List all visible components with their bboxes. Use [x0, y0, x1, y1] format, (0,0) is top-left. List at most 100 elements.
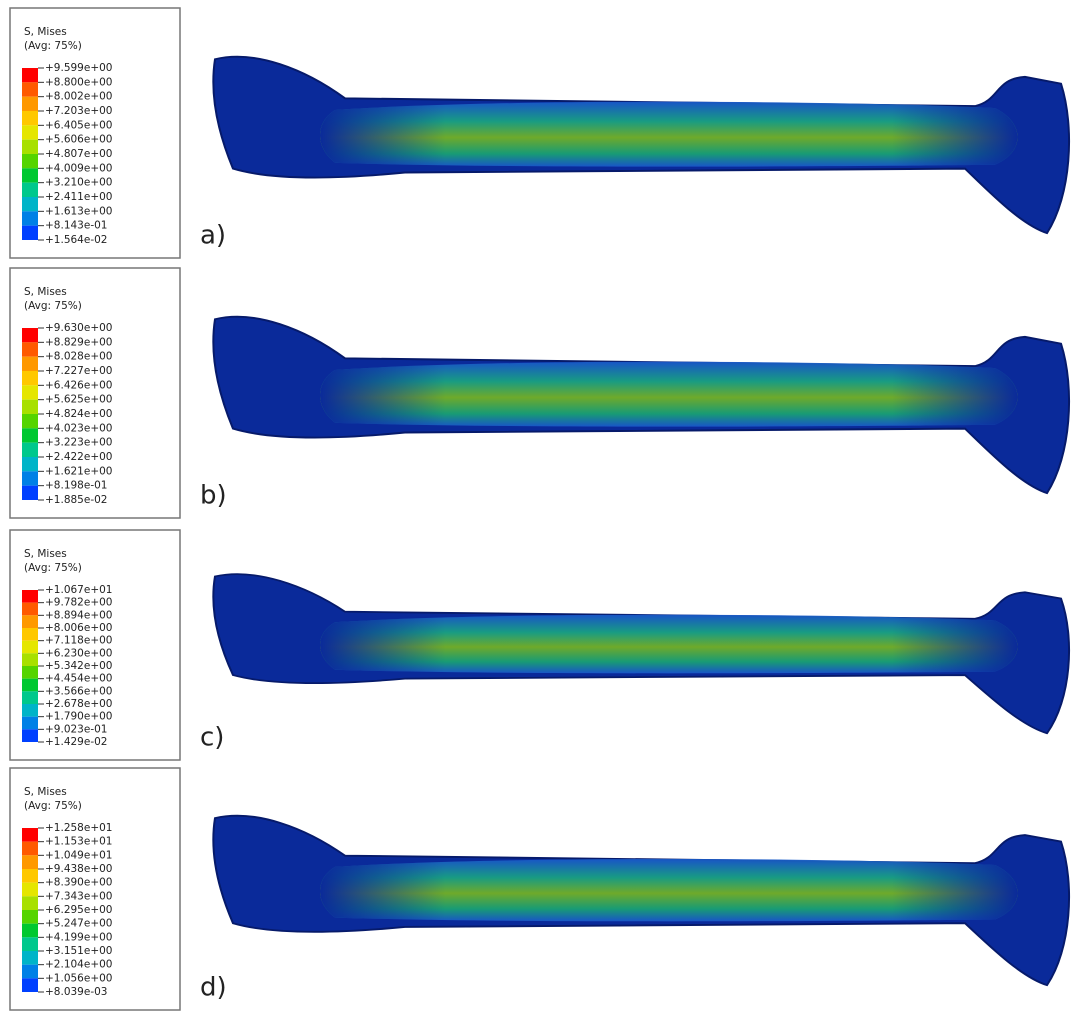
legend-swatch: [22, 704, 38, 717]
legend-label: +1.049e+01: [45, 849, 112, 861]
legend-label: +9.438e+00: [45, 863, 112, 875]
legend-swatch: [22, 869, 38, 883]
legend-label: +1.885e-02: [45, 494, 107, 506]
legend-swatch: [22, 371, 38, 385]
legend-label: +8.143e-01: [45, 220, 107, 232]
legend-swatch: [22, 603, 38, 616]
legend-swatch: [22, 965, 38, 979]
legend-swatch: [22, 729, 38, 742]
legend-label: +8.800e+00: [45, 76, 112, 88]
legend-swatch: [22, 910, 38, 924]
legend-label: +1.621e+00: [45, 465, 112, 477]
legend-label: +8.390e+00: [45, 877, 112, 889]
panel-label: c): [200, 723, 224, 753]
legend-label: +1.258e+01: [45, 822, 112, 834]
legend-swatch: [22, 154, 38, 168]
legend-title: S, Mises: [24, 786, 67, 798]
bone-model: [213, 317, 1069, 493]
legend-label: +8.829e+00: [45, 336, 112, 348]
legend-swatch: [22, 937, 38, 951]
legend-swatch: [22, 342, 38, 356]
legend-label: +3.223e+00: [45, 437, 112, 449]
legend-swatch: [22, 211, 38, 225]
legend-swatch: [22, 896, 38, 910]
legend-swatch: [22, 414, 38, 428]
legend-label: +6.295e+00: [45, 904, 112, 916]
legend-swatch: [22, 842, 38, 856]
panel-label: d): [200, 973, 227, 1003]
legend-swatch: [22, 111, 38, 125]
bone-model: [213, 57, 1069, 233]
legend-label: +2.678e+00: [45, 698, 112, 710]
legend-swatch: [22, 978, 38, 992]
legend-label: +8.028e+00: [45, 351, 112, 363]
legend-label: +7.227e+00: [45, 365, 112, 377]
stress-fade: [320, 859, 1018, 921]
legend-title: S, Mises: [24, 548, 67, 560]
legend-label: +5.247e+00: [45, 918, 112, 930]
legend-swatch: [22, 97, 38, 111]
legend-subtitle: (Avg: 75%): [24, 40, 82, 52]
legend-label: +2.411e+00: [45, 191, 112, 203]
panel-label: a): [200, 221, 226, 251]
legend-label: +3.210e+00: [45, 177, 112, 189]
stress-fade: [320, 102, 1018, 167]
legend-label: +3.566e+00: [45, 685, 112, 697]
legend-label: +1.613e+00: [45, 205, 112, 217]
legend-label: +6.426e+00: [45, 379, 112, 391]
stress-fade: [320, 615, 1018, 674]
panel: S, Mises(Avg: 75%)+9.599e+00+8.800e+00+8…: [10, 8, 1069, 258]
panel: S, Mises (Avg: 75%) +1.067e+01+9.782e+00 +8…: [10, 530, 1069, 760]
legend-label: +5.342e+00: [45, 660, 112, 672]
legend-swatch: [22, 197, 38, 211]
legend-label: +9.782e+00: [45, 597, 112, 609]
legend-swatch: [22, 125, 38, 139]
legend-label: +1.067e+01: [45, 584, 112, 596]
legend-label: +3.151e+00: [45, 945, 112, 957]
legend-swatch: [22, 615, 38, 628]
legend-swatch: [22, 428, 38, 442]
legend-swatch: [22, 883, 38, 897]
legend-swatch: [22, 226, 38, 240]
legend-label: +1.790e+00: [45, 711, 112, 723]
legend-swatch: [22, 328, 38, 342]
legend-swatch: [22, 628, 38, 641]
legend-swatch: [22, 385, 38, 399]
legend-label: +8.002e+00: [45, 91, 112, 103]
legend-swatch: [22, 82, 38, 96]
legend-swatch: [22, 183, 38, 197]
legend-swatch: [22, 691, 38, 704]
legend-subtitle: (Avg: 75%): [24, 300, 82, 312]
legend-label: +6.405e+00: [45, 119, 112, 131]
legend-label: +1.153e+01: [45, 836, 112, 848]
legend-label: +2.104e+00: [45, 959, 112, 971]
legend-swatch: [22, 679, 38, 692]
panel-label: b): [200, 481, 227, 511]
legend-label: +4.009e+00: [45, 162, 112, 174]
legend-label: +4.199e+00: [45, 931, 112, 943]
legend-swatch: [22, 457, 38, 471]
legend-swatch: [22, 828, 38, 842]
legend-swatch: [22, 168, 38, 182]
legend-swatch: [22, 924, 38, 938]
legend-subtitle: (Avg: 75%): [24, 800, 82, 812]
bone-model: [213, 816, 1069, 985]
legend-label: +9.599e+00: [45, 62, 112, 74]
legend-label: +4.454e+00: [45, 673, 112, 685]
legend-swatch: [22, 140, 38, 154]
bone-model: [213, 574, 1069, 733]
legend-label: +6.230e+00: [45, 647, 112, 659]
legend-label: +5.606e+00: [45, 134, 112, 146]
legend-subtitle: (Avg: 75%): [24, 562, 82, 574]
panel: S, Mises (Avg: 75%) +1.258e+01 +1.153e+01+1…: [10, 768, 1069, 1010]
figure: S, Mises (Avg: 75%) +9.599e+00 +8.800e+00 +8…: [0, 0, 1084, 1017]
legend-label: +1.429e-02: [45, 736, 107, 748]
legend-label: +7.203e+00: [45, 105, 112, 117]
legend-label: +9.630e+00: [45, 322, 112, 334]
legend-label: +1.564e-02: [45, 234, 107, 246]
legend-label: +7.343e+00: [45, 890, 112, 902]
legend-swatch: [22, 666, 38, 679]
legend-label: +8.006e+00: [45, 622, 112, 634]
stress-fade: [320, 362, 1018, 427]
legend-swatch: [22, 855, 38, 869]
